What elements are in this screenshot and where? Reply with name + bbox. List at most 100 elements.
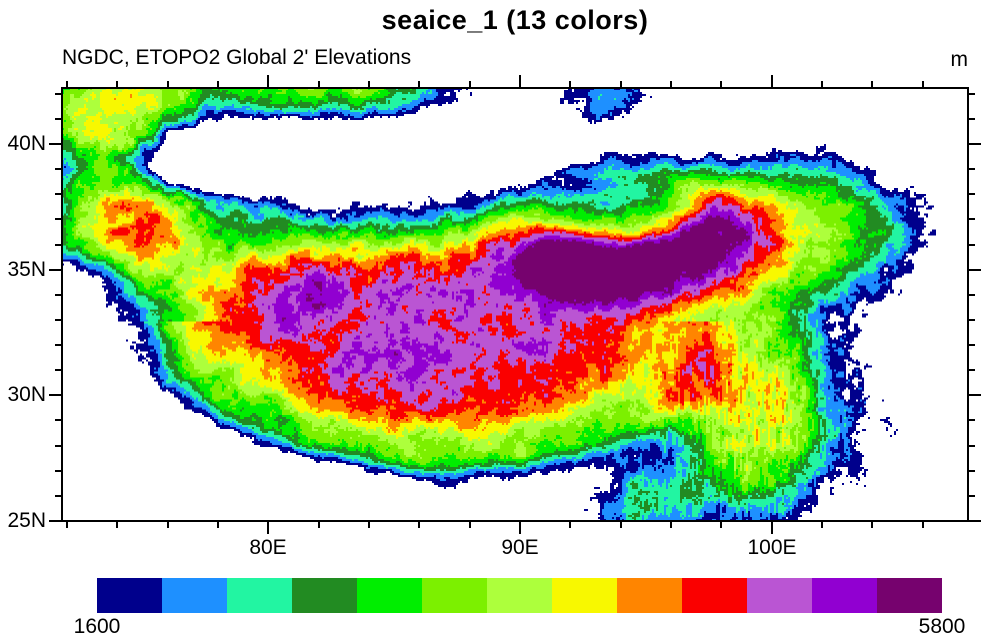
unit-label: m — [950, 48, 969, 71]
x-minor-tick — [368, 81, 370, 88]
x-minor-tick — [871, 521, 873, 528]
x-minor-tick — [217, 81, 219, 88]
colorbar-swatch-9 — [617, 578, 682, 613]
y-minor-tick — [968, 445, 975, 447]
y-minor-tick — [968, 294, 975, 296]
colorbar-swatch-4 — [292, 578, 357, 613]
x-minor-tick — [66, 81, 68, 88]
x-minor-tick — [418, 521, 420, 528]
plot-subtitle: NGDC, ETOPO2 Global 2' Elevations — [62, 46, 412, 69]
y-minor-tick — [55, 218, 62, 220]
x-minor-tick — [670, 81, 672, 88]
x-minor-tick — [469, 81, 471, 88]
y-minor-tick — [968, 218, 975, 220]
colorbar-swatch-5 — [357, 578, 422, 613]
x-minor-tick — [720, 521, 722, 528]
y-major-tick — [49, 143, 62, 145]
colorbar-swatch-10 — [682, 578, 747, 613]
y-major-tick — [968, 269, 981, 271]
y-minor-tick — [55, 294, 62, 296]
colorbar-swatch-11 — [747, 578, 812, 613]
x-minor-tick — [670, 521, 672, 528]
x-tick-label: 100E — [747, 536, 797, 559]
colorbar-min-label: 1600 — [73, 615, 121, 638]
x-minor-tick — [116, 521, 118, 528]
y-minor-tick — [968, 319, 975, 321]
x-major-tick — [267, 75, 269, 88]
x-minor-tick — [821, 521, 823, 528]
y-minor-tick — [55, 369, 62, 371]
x-minor-tick — [569, 81, 571, 88]
colorbar-swatch-13 — [877, 578, 942, 613]
y-minor-tick — [968, 244, 975, 246]
colorbar-swatch-3 — [227, 578, 292, 613]
y-tick-label: 25N — [7, 509, 46, 532]
y-minor-tick — [55, 168, 62, 170]
y-minor-tick — [55, 319, 62, 321]
x-minor-tick — [821, 81, 823, 88]
plot-title: seaice_1 (13 colors) — [381, 5, 649, 35]
x-minor-tick — [66, 521, 68, 528]
x-major-tick — [267, 521, 269, 534]
y-major-tick — [968, 143, 981, 145]
x-major-tick — [519, 521, 521, 534]
x-minor-tick — [871, 81, 873, 88]
y-minor-tick — [55, 470, 62, 472]
x-major-tick — [771, 521, 773, 534]
x-minor-tick — [469, 521, 471, 528]
y-minor-tick — [55, 445, 62, 447]
colorbar-swatch-6 — [422, 578, 487, 613]
y-minor-tick — [55, 193, 62, 195]
y-minor-tick — [968, 168, 975, 170]
x-major-tick — [771, 75, 773, 88]
y-minor-tick — [968, 93, 975, 95]
x-minor-tick — [368, 521, 370, 528]
y-tick-label: 30N — [7, 383, 46, 406]
y-minor-tick — [55, 93, 62, 95]
x-minor-tick — [318, 81, 320, 88]
colorbar-swatch-1 — [97, 578, 162, 613]
y-minor-tick — [968, 419, 975, 421]
x-minor-tick — [620, 81, 622, 88]
y-minor-tick — [968, 470, 975, 472]
x-minor-tick — [569, 521, 571, 528]
x-tick-label: 80E — [249, 536, 287, 559]
x-minor-tick — [318, 521, 320, 528]
x-minor-tick — [418, 81, 420, 88]
y-minor-tick — [55, 495, 62, 497]
y-tick-label: 40N — [7, 132, 46, 155]
colorbar-swatch-2 — [162, 578, 227, 613]
colorbar-swatch-12 — [812, 578, 877, 613]
y-major-tick — [49, 520, 62, 522]
x-tick-label: 90E — [501, 536, 539, 559]
colorbar-swatch-8 — [552, 578, 617, 613]
x-minor-tick — [922, 81, 924, 88]
x-major-tick — [519, 75, 521, 88]
elevation-raster — [62, 88, 968, 521]
colorbar-swatch-7 — [487, 578, 552, 613]
y-minor-tick — [55, 344, 62, 346]
y-minor-tick — [968, 118, 975, 120]
y-minor-tick — [55, 118, 62, 120]
y-major-tick — [968, 394, 981, 396]
x-minor-tick — [620, 521, 622, 528]
y-major-tick — [968, 520, 981, 522]
y-major-tick — [49, 394, 62, 396]
colorbar-max-label: 5800 — [918, 615, 966, 638]
x-minor-tick — [116, 81, 118, 88]
x-minor-tick — [167, 521, 169, 528]
x-minor-tick — [167, 81, 169, 88]
y-minor-tick — [55, 419, 62, 421]
y-minor-tick — [968, 495, 975, 497]
y-minor-tick — [55, 244, 62, 246]
x-minor-tick — [922, 521, 924, 528]
y-major-tick — [49, 269, 62, 271]
colorbar — [97, 578, 942, 613]
y-minor-tick — [968, 344, 975, 346]
y-tick-label: 35N — [7, 258, 46, 281]
y-minor-tick — [968, 369, 975, 371]
x-minor-tick — [217, 521, 219, 528]
y-minor-tick — [968, 193, 975, 195]
x-minor-tick — [720, 81, 722, 88]
